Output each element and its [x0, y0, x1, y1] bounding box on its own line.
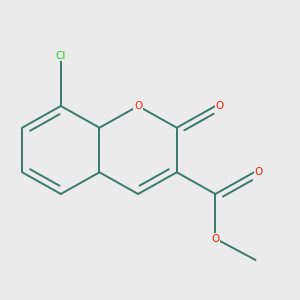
- Text: O: O: [134, 101, 142, 111]
- Text: O: O: [254, 167, 262, 177]
- Text: O: O: [211, 234, 220, 244]
- Text: Cl: Cl: [56, 51, 66, 61]
- Text: O: O: [215, 101, 223, 111]
